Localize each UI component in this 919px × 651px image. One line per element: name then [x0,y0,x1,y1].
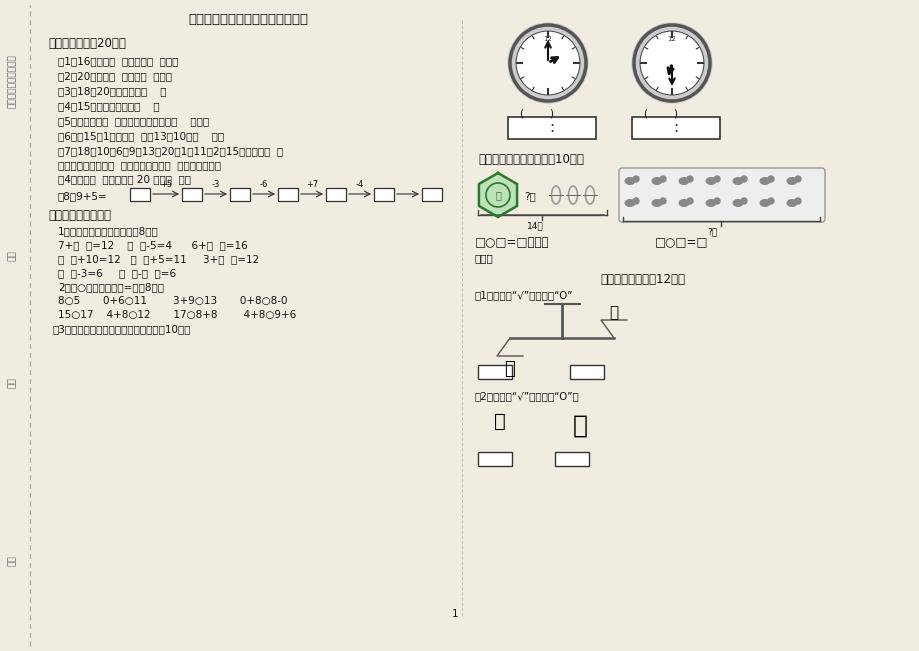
Ellipse shape [624,178,634,184]
Text: 姓名: 姓名 [7,251,17,261]
Text: （只）: （只） [474,253,494,263]
Circle shape [686,198,692,204]
Ellipse shape [732,199,743,206]
Ellipse shape [732,178,743,184]
Text: （8）9+5=: （8）9+5= [58,191,108,201]
Text: +7: +7 [305,180,318,189]
Text: (        ): ( ) [643,109,677,119]
Ellipse shape [786,199,796,206]
FancyBboxPatch shape [130,187,150,201]
Ellipse shape [624,199,634,206]
Circle shape [713,176,720,182]
FancyBboxPatch shape [554,452,588,466]
Text: -3: -3 [211,180,220,189]
Text: 🏺: 🏺 [608,305,618,320]
Text: 15○17    4+8○12       17○8+8        4+8○9+6: 15○17 4+8○12 17○8+8 4+8○9+6 [58,310,296,320]
Circle shape [713,198,720,204]
Ellipse shape [705,199,715,206]
Circle shape [794,176,800,182]
Text: （6）比15大1的数是（  ），13比10多（    ）。: （6）比15大1的数是（ ），13比10多（ ）。 [58,131,224,141]
Ellipse shape [759,178,769,184]
Ellipse shape [705,178,715,184]
Circle shape [767,176,773,182]
FancyBboxPatch shape [182,187,202,201]
Text: 12: 12 [667,36,675,42]
Text: 、3、用两种方法记下钟表上的时刻。（10分）: 、3、用两种方法记下钟表上的时刻。（10分） [53,324,191,334]
Text: 考生答题不得超过此线: 考生答题不得超过此线 [7,54,17,108]
Text: 7+（  ）=12    （  ）-5=4      6+（  ）=16: 7+（ ）=12 （ ）-5=4 6+（ ）=16 [58,240,247,250]
FancyBboxPatch shape [422,187,441,201]
FancyBboxPatch shape [478,365,512,379]
Text: 1: 1 [451,609,458,619]
Text: -6: -6 [259,180,268,189]
Text: （2）高的画“√”，轻的画“O”。: （2）高的画“√”，轻的画“O”。 [474,391,579,401]
Circle shape [516,31,579,95]
Text: □○□=□（块）: □○□=□（块） [474,236,549,249]
FancyBboxPatch shape [325,187,346,201]
Ellipse shape [759,199,769,206]
Text: 8○5       0+6○11        3+9○13       0+8○8-0: 8○5 0+6○11 3+9○13 0+8○8-0 [58,296,288,306]
Text: （1）重的画“√”，轻的画“O”: （1）重的画“√”，轻的画“O” [474,290,573,300]
Circle shape [740,198,746,204]
Text: 糖: 糖 [494,190,500,200]
Text: 人教版一年级数学上册期末检测卷: 人教版一年级数学上册期末检测卷 [187,13,308,26]
Text: 学校: 学校 [7,555,17,566]
Text: （1）16里面有（  ）个十和（  ）个一: （1）16里面有（ ）个十和（ ）个一 [58,56,178,66]
Text: 班级: 班级 [7,378,17,389]
Text: ?块: ?块 [524,191,535,201]
Ellipse shape [678,178,688,184]
Text: 🍍: 🍍 [505,360,515,378]
FancyBboxPatch shape [374,187,393,201]
Text: （4）15前面的一个数是（    ）: （4）15前面的一个数是（ ） [58,101,160,111]
Text: （2）20里面有（  ）个或（  ）个一: （2）20里面有（ ）个或（ ）个一 [58,71,172,81]
Circle shape [659,176,665,182]
FancyBboxPatch shape [230,187,250,201]
Text: ?只: ?只 [706,227,716,236]
FancyBboxPatch shape [278,187,298,201]
FancyBboxPatch shape [478,452,512,466]
FancyBboxPatch shape [570,365,604,379]
Text: （  ）+10=12   （  ）+5=11     3+（  ）=12: （ ）+10=12 （ ）+5=11 3+（ ）=12 [58,254,259,264]
Text: （5）正方体有（  ）个面，这些面都是（    ）形。: （5）正方体有（ ）个面，这些面都是（ ）形。 [58,116,209,126]
Circle shape [631,23,711,103]
FancyBboxPatch shape [618,168,824,222]
Ellipse shape [652,199,662,206]
Text: 三、我会看图列式计算（10分）: 三、我会看图列式计算（10分） [478,153,584,166]
Text: (        ): ( ) [519,109,553,119]
Text: 🐈: 🐈 [494,411,505,430]
Text: 笥4个数是（  ），从右数 20 在第（  ）。: 笥4个数是（ ），从右数 20 在第（ ）。 [58,174,191,184]
Text: 一、我会填数（20分）: 一、我会填数（20分） [48,37,126,50]
Text: （  ）-3=6     （  ）-（  ）=6: （ ）-3=6 （ ）-（ ）=6 [58,268,176,278]
Text: 四、我能比一比（12分）: 四、我能比一比（12分） [599,273,685,286]
Circle shape [632,176,639,182]
Text: □○□=□: □○□=□ [654,236,708,249]
Circle shape [507,23,587,103]
Text: 14块: 14块 [527,221,543,230]
Circle shape [632,198,639,204]
Circle shape [640,31,703,95]
Circle shape [686,176,692,182]
Text: （3）18和20中间的数是（    ）: （3）18和20中间的数是（ ） [58,86,166,96]
Text: 2、在○里填》《或「=」（8分）: 2、在○里填》《或「=」（8分） [58,282,164,292]
Text: 1、在括号里填合适的数。（8分）: 1、在括号里填合适的数。（8分） [58,226,159,236]
Circle shape [740,176,746,182]
Circle shape [794,198,800,204]
Text: 二、我会按要求做题: 二、我会按要求做题 [48,209,111,222]
Ellipse shape [786,178,796,184]
Polygon shape [479,173,516,217]
Ellipse shape [678,199,688,206]
Text: 12: 12 [543,36,551,42]
Text: 个数，最大的数是（  ），最小的数是（  ），从左数起，: 个数，最大的数是（ ），最小的数是（ ），从左数起， [58,160,221,170]
Text: 🐒: 🐒 [572,414,587,438]
Text: +5: +5 [160,180,172,189]
Text: -4: -4 [356,180,364,189]
FancyBboxPatch shape [507,117,596,139]
FancyBboxPatch shape [631,117,720,139]
Ellipse shape [652,178,662,184]
Text: （7）18、10、6、9、13、20、1、11、2、15）一共有（  ）: （7）18、10、6、9、13、20、1、11、2、15）一共有（ ） [58,146,283,156]
Circle shape [767,198,773,204]
Text: :: : [673,120,678,135]
Text: :: : [549,120,554,135]
Circle shape [659,198,665,204]
